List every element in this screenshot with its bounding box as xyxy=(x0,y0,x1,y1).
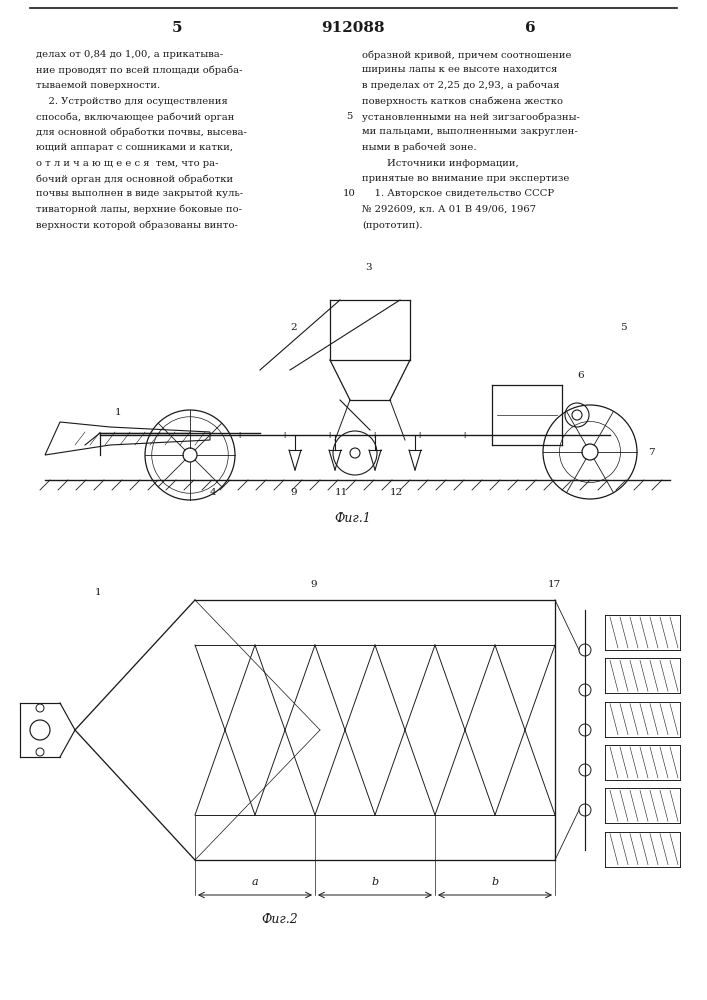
Text: 3: 3 xyxy=(365,263,372,272)
Text: 6: 6 xyxy=(525,21,535,35)
Text: ми пальцами, выполненными закруглен-: ми пальцами, выполненными закруглен- xyxy=(362,127,578,136)
Text: 17: 17 xyxy=(548,580,561,589)
Text: тиваторной лапы, верхние боковые по-: тиваторной лапы, верхние боковые по- xyxy=(36,205,242,215)
Text: 9: 9 xyxy=(290,488,297,497)
Text: 7: 7 xyxy=(648,448,655,457)
Text: b: b xyxy=(371,877,378,887)
Text: 1: 1 xyxy=(95,588,102,597)
Text: 5: 5 xyxy=(172,21,182,35)
Text: +: + xyxy=(326,430,334,440)
Text: о т л и ч а ю щ е е с я  тем, что ра-: о т л и ч а ю щ е е с я тем, что ра- xyxy=(36,158,218,167)
Text: 1. Авторское свидетельство СССР: 1. Авторское свидетельство СССР xyxy=(362,190,554,198)
Text: 9: 9 xyxy=(310,580,317,589)
Text: Фиг.1: Фиг.1 xyxy=(334,512,371,525)
Text: для основной обработки почвы, высева-: для основной обработки почвы, высева- xyxy=(36,127,247,137)
Text: способа, включающее рабочий орган: способа, включающее рабочий орган xyxy=(36,112,235,121)
Text: +: + xyxy=(236,430,244,440)
Text: b: b xyxy=(491,877,498,887)
Text: 5: 5 xyxy=(346,112,352,121)
Text: +: + xyxy=(416,430,424,440)
Text: поверхность катков снабжена жестко: поверхность катков снабжена жестко xyxy=(362,97,563,106)
Text: делах от 0,84 до 1,00, а прикатыва-: делах от 0,84 до 1,00, а прикатыва- xyxy=(36,50,223,59)
Text: образной кривой, причем соотношение: образной кривой, причем соотношение xyxy=(362,50,571,60)
Text: Фиг.2: Фиг.2 xyxy=(262,913,298,926)
Text: почвы выполнен в виде закрытой куль-: почвы выполнен в виде закрытой куль- xyxy=(36,190,243,198)
Text: 4: 4 xyxy=(210,488,216,497)
Text: ными в рабочей зоне.: ными в рабочей зоне. xyxy=(362,143,477,152)
Text: ние проводят по всей площади обраба-: ние проводят по всей площади обраба- xyxy=(36,66,243,75)
Text: a: a xyxy=(252,877,258,887)
Text: 12: 12 xyxy=(390,488,403,497)
Text: верхности которой образованы винто-: верхности которой образованы винто- xyxy=(36,221,238,230)
Text: в пределах от 2,25 до 2,93, а рабочая: в пределах от 2,25 до 2,93, а рабочая xyxy=(362,81,559,91)
Text: тываемой поверхности.: тываемой поверхности. xyxy=(36,81,160,90)
Text: 11: 11 xyxy=(335,488,349,497)
Text: установленными на ней зигзагообразны-: установленными на ней зигзагообразны- xyxy=(362,112,580,121)
Text: ширины лапы к ее высоте находится: ширины лапы к ее высоте находится xyxy=(362,66,557,75)
Text: № 292609, кл. А 01 В 49/06, 1967: № 292609, кл. А 01 В 49/06, 1967 xyxy=(362,205,536,214)
Text: 912088: 912088 xyxy=(321,21,385,35)
Text: 10: 10 xyxy=(343,190,356,198)
Text: ющий аппарат с сошниками и катки,: ющий аппарат с сошниками и катки, xyxy=(36,143,233,152)
Text: 2: 2 xyxy=(290,323,297,332)
Text: +: + xyxy=(461,430,469,440)
Text: бочий орган для основной обработки: бочий орган для основной обработки xyxy=(36,174,233,184)
Text: 1: 1 xyxy=(115,408,122,417)
Text: принятые во внимание при экспертизе: принятые во внимание при экспертизе xyxy=(362,174,569,183)
Text: 6: 6 xyxy=(577,371,583,380)
Text: (прототип).: (прототип). xyxy=(362,221,423,230)
Text: 2. Устройство для осуществления: 2. Устройство для осуществления xyxy=(36,97,228,105)
Text: Источники информации,: Источники информации, xyxy=(362,158,519,167)
Text: 5: 5 xyxy=(620,323,626,332)
Text: +: + xyxy=(371,430,379,440)
Text: +: + xyxy=(281,430,289,440)
